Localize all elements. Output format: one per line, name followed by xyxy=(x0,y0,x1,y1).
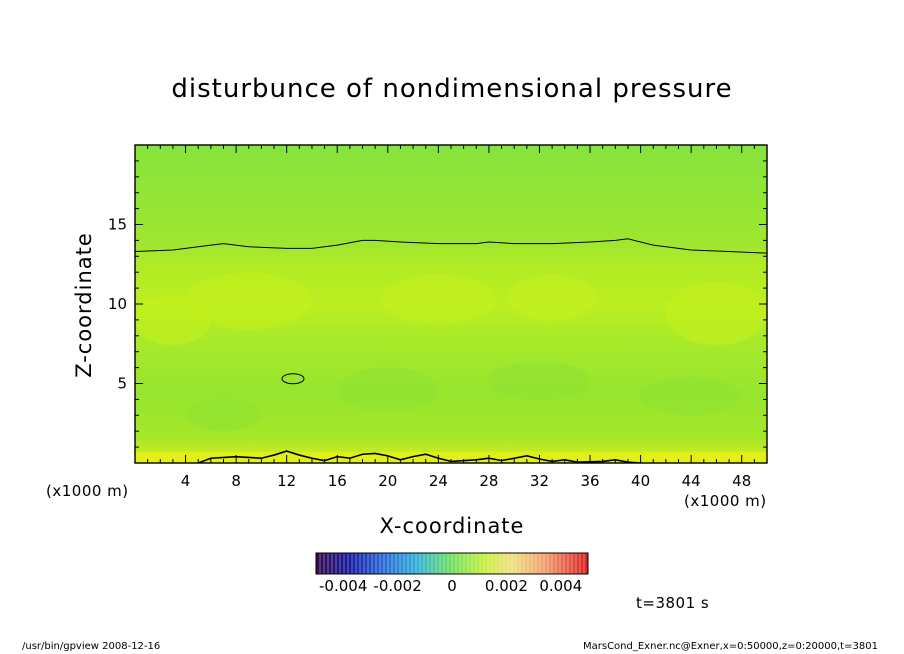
x-tick-label: 8 xyxy=(231,472,241,490)
field-dark-blob-0 xyxy=(337,367,439,413)
footer-right: MarsCond_Exner.nc@Exner,x=0:50000,z=0:20… xyxy=(583,641,878,652)
footer-left: /usr/bin/gpview 2008-12-16 xyxy=(22,641,161,652)
x-tick-label: 48 xyxy=(732,472,751,490)
contour-lines xyxy=(135,238,767,463)
field-blob-4 xyxy=(135,294,211,346)
field-blob-3 xyxy=(665,281,767,346)
field-dark-blob-3 xyxy=(185,399,262,432)
x-axis-label: X-coordinate xyxy=(379,514,525,538)
y-axis-label: Z-coordinate xyxy=(72,232,96,378)
x-tick-label: 24 xyxy=(429,472,448,490)
contour-upper xyxy=(135,238,767,254)
x-tick-label: 16 xyxy=(328,472,347,490)
x-tick-label: 36 xyxy=(580,472,599,490)
colorbar: -0.004 -0.002 0 0.002 0.004 xyxy=(315,552,589,595)
x-tick-label: 20 xyxy=(378,472,397,490)
x-tick-label: 32 xyxy=(530,472,549,490)
x-tick-label: 12 xyxy=(277,472,296,490)
contour-closed xyxy=(281,373,305,385)
surface-layer xyxy=(135,451,767,463)
colorbar-tick-label: 0 xyxy=(447,577,457,595)
colorbar-tick-label: 0.004 xyxy=(539,577,582,595)
field-dark-blob-1 xyxy=(488,361,591,400)
y-tick-label: 15 xyxy=(108,216,127,234)
colorbar-tick-label: 0.002 xyxy=(485,577,528,595)
colorbar-tick-label: -0.004 xyxy=(319,577,367,595)
time-label: t=3801 s xyxy=(636,594,710,612)
x-tick-label: 4 xyxy=(181,472,191,490)
x-tick-label: 28 xyxy=(479,472,498,490)
chart-title: disturbunce of nondimensional pressure xyxy=(171,74,733,104)
x-unit-right: (x1000 m) xyxy=(684,492,767,510)
field-dark-blob-2 xyxy=(640,377,742,416)
x-tick-label: 44 xyxy=(682,472,701,490)
field-blob-2 xyxy=(507,273,597,322)
x-unit-left: (x1000 m) xyxy=(46,482,129,500)
x-tick-label: 40 xyxy=(631,472,650,490)
field-blob-1 xyxy=(381,273,496,325)
pressure-field xyxy=(135,145,767,463)
y-tick-label: 10 xyxy=(108,295,127,313)
colorbar-frame xyxy=(315,552,589,575)
y-tick-label: 5 xyxy=(117,375,127,393)
colorbar-tick-label: -0.002 xyxy=(373,577,421,595)
contour-surface xyxy=(197,450,641,463)
field-blob-0 xyxy=(185,272,312,330)
